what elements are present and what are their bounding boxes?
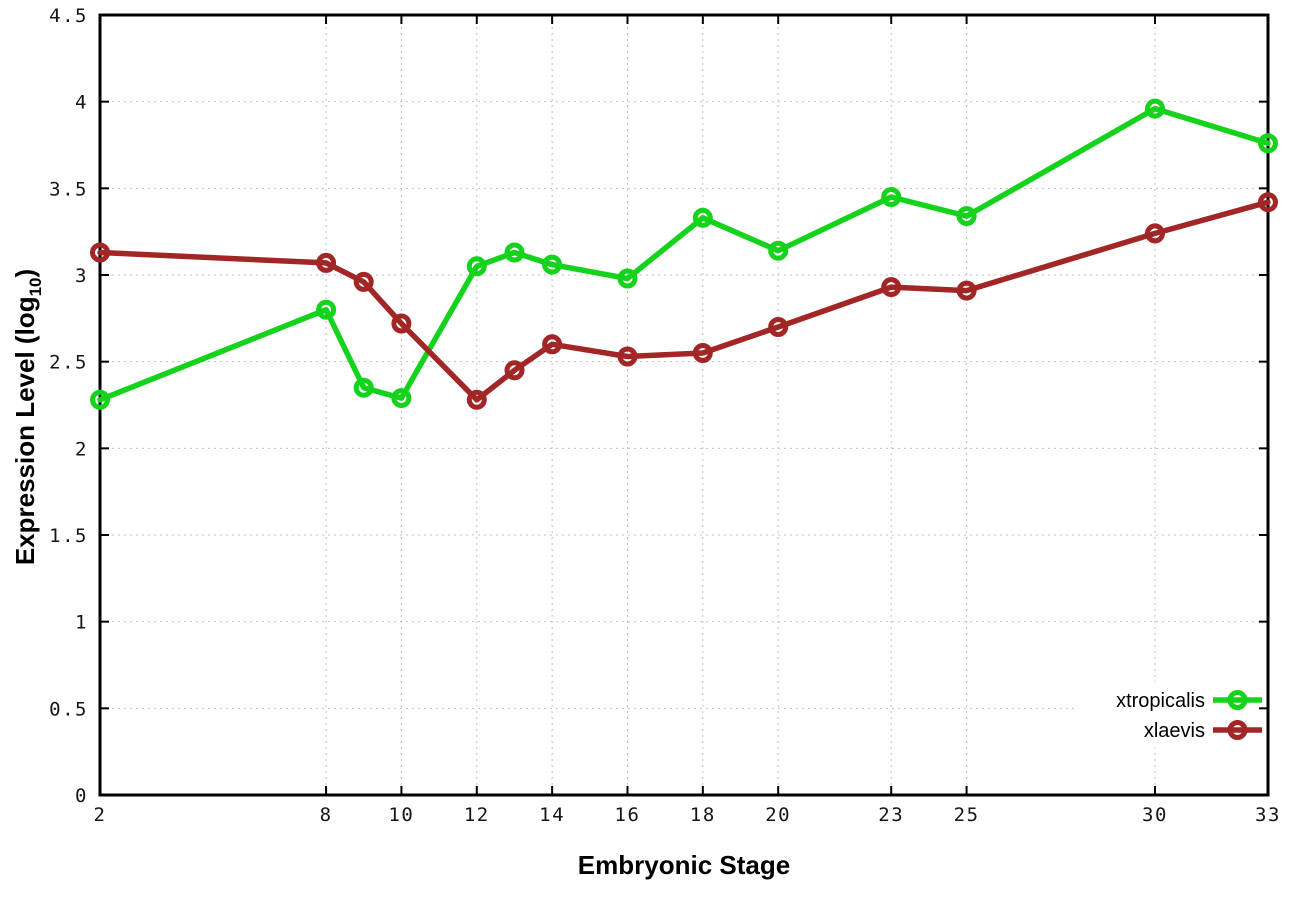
data-point-xtropicalis-stage-23	[881, 187, 902, 207]
x-tick-label-20: 20	[765, 804, 791, 826]
data-point-xlaevis-stage-23	[881, 277, 902, 298]
data-point-xtropicalis-stage-14	[542, 254, 563, 275]
y-tick-label-2: 2	[75, 438, 88, 460]
y-tick-label-2.5: 2.5	[49, 352, 88, 374]
data-point-xlaevis-stage-12	[466, 389, 487, 410]
legend-label-xtropicalis: xtropicalis	[1116, 690, 1205, 712]
x-tick-label-30: 30	[1142, 804, 1168, 826]
legend-marker-xlaevis	[1227, 720, 1248, 740]
data-point-xtropicalis-stage-33	[1258, 133, 1278, 154]
y-tick-label-1: 1	[75, 612, 88, 634]
x-tick-label-16: 16	[615, 804, 641, 826]
data-point-xtropicalis-stage-8	[316, 299, 337, 320]
x-tick-label-23: 23	[878, 804, 904, 826]
data-point-xlaevis-stage-13	[504, 360, 525, 381]
data-point-xlaevis-stage-10	[391, 313, 412, 334]
y-tick-label-3.5: 3.5	[49, 178, 88, 200]
legend-marker-xtropicalis	[1227, 690, 1248, 710]
legend-label-xlaevis: xlaevis	[1144, 720, 1205, 742]
data-point-xtropicalis-stage-20	[768, 240, 789, 261]
y-tick-label-4: 4	[75, 92, 88, 114]
x-tick-label-12: 12	[464, 804, 490, 826]
data-point-xtropicalis-stage-13	[504, 242, 525, 263]
y-tick-label-1.5: 1.5	[49, 525, 88, 547]
data-point-xlaevis-stage-18	[692, 343, 713, 363]
y-tick-label-0.5: 0.5	[49, 698, 88, 720]
data-point-xlaevis-stage-20	[768, 317, 789, 337]
data-point-xlaevis-stage-14	[542, 334, 563, 355]
x-tick-label-14: 14	[539, 804, 565, 826]
data-point-xlaevis-stage-16	[617, 346, 638, 367]
data-point-xtropicalis-stage-10	[391, 388, 412, 409]
y-tick-label-3: 3	[75, 265, 88, 287]
data-point-xlaevis-stage-9	[353, 271, 374, 292]
x-tick-label-25: 25	[954, 804, 980, 826]
plot-border	[98, 13, 1270, 797]
y-axis-title: Expression Level (log10)	[10, 269, 46, 565]
y-axis-title-suffix: )	[10, 268, 40, 278]
data-point-xlaevis-stage-30	[1145, 223, 1165, 244]
y-axis-title-text: Expression Level (log	[10, 296, 40, 566]
data-point-xlaevis-stage-33	[1258, 192, 1278, 213]
x-tick-label-2: 2	[94, 804, 107, 826]
y-axis-title-subscript: 10	[26, 277, 45, 297]
y-tick-label-0: 0	[75, 785, 88, 807]
x-axis-title: Embryonic Stage	[577, 850, 791, 880]
data-point-xtropicalis-stage-2	[90, 389, 110, 410]
data-point-xtropicalis-stage-16	[617, 268, 638, 289]
data-point-xlaevis-stage-25	[956, 280, 977, 301]
data-point-xtropicalis-stage-9	[353, 377, 374, 398]
data-point-xlaevis-stage-8	[316, 252, 337, 273]
data-point-xtropicalis-stage-25	[956, 206, 977, 227]
data-point-xlaevis-stage-2	[90, 242, 110, 263]
y-tick-label-4.5: 4.5	[49, 5, 88, 27]
x-tick-label-8: 8	[320, 804, 333, 826]
x-tick-label-33: 33	[1255, 804, 1281, 826]
data-point-xtropicalis-stage-12	[466, 256, 487, 277]
x-tick-label-18: 18	[690, 804, 716, 826]
data-point-xtropicalis-stage-18	[692, 207, 713, 228]
x-tick-label-10: 10	[388, 804, 414, 826]
data-point-xtropicalis-stage-30	[1145, 98, 1165, 119]
